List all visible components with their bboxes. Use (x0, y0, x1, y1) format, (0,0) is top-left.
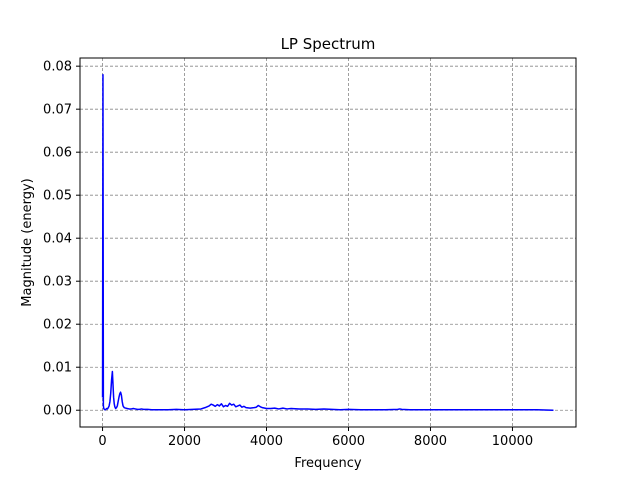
x-tick-label: 8000 (414, 434, 447, 449)
y-tick-label: 0.02 (43, 318, 72, 333)
y-tick-label: 0.03 (43, 275, 72, 290)
chart-title: LP Spectrum (281, 35, 376, 53)
x-tick-label: 4000 (250, 434, 283, 449)
x-axis-label: Frequency (294, 456, 361, 471)
series-line-0 (101, 74, 554, 411)
series-layer (101, 74, 554, 411)
y-tick-label: 0.04 (43, 232, 72, 247)
x-tick-label: 0 (98, 434, 106, 449)
axis-ticks: 0 2000 4000 6000 8000 10000 0.00 0.01 0.02 0.03 0.… (43, 60, 533, 449)
plot-area-frame (79, 57, 577, 428)
y-tick-label: 0.00 (43, 404, 72, 419)
y-tick-label: 0.06 (43, 146, 72, 161)
y-tick-label: 0.05 (43, 189, 72, 204)
y-tick-label: 0.07 (43, 103, 72, 118)
y-tick-label: 0.01 (43, 361, 72, 376)
y-axis-label: Magnitude (energy) (20, 178, 35, 306)
x-tick-label: 10000 (492, 434, 533, 449)
x-tick-label: 2000 (168, 434, 201, 449)
y-tick-label: 0.08 (43, 60, 72, 75)
x-tick-label: 6000 (332, 434, 365, 449)
